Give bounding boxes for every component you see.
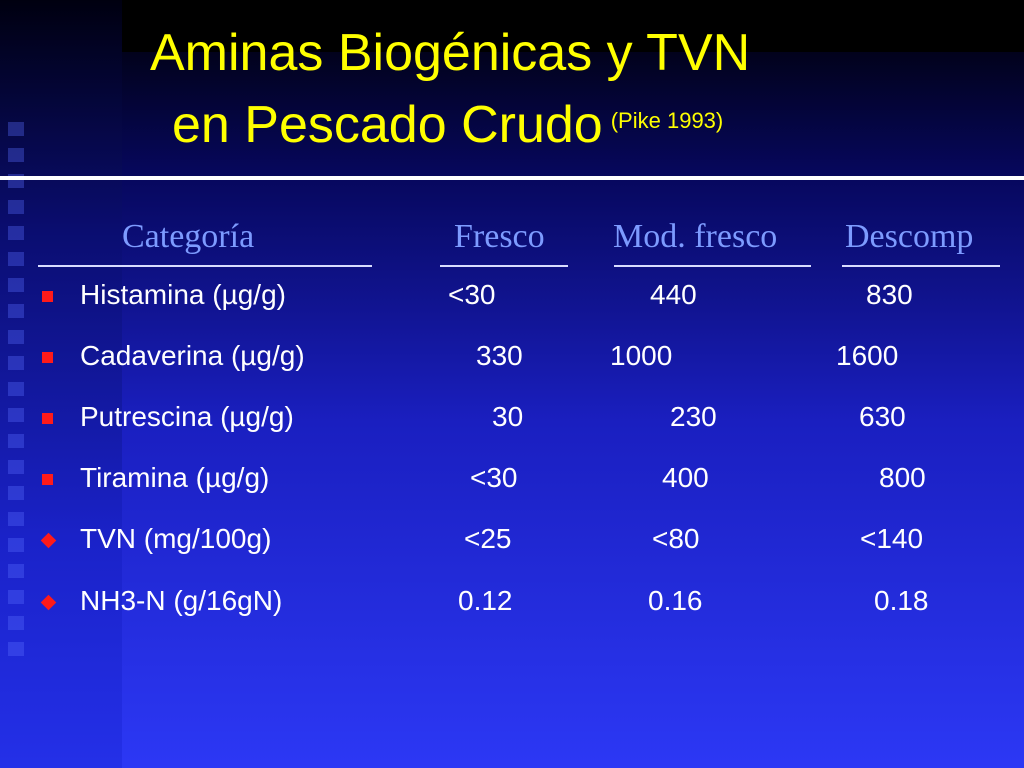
value-fresh: 30 <box>492 401 524 432</box>
square-bullet-icon <box>42 474 53 485</box>
header-decomposed: Descomp <box>845 218 974 255</box>
value-moderately-fresh: 1000 <box>610 340 673 371</box>
value-fresh: <30 <box>470 462 518 493</box>
row-label: Cadaverina (µg/g) <box>80 340 305 371</box>
diamond-bullet-icon <box>40 532 57 549</box>
decor-square <box>8 252 24 266</box>
decor-square <box>8 512 24 526</box>
decor-square <box>8 200 24 214</box>
value-decomposed: <140 <box>860 523 924 554</box>
value-fresh: 0.12 <box>458 585 513 616</box>
value-moderately-fresh: 440 <box>650 279 697 310</box>
decor-square <box>8 330 24 344</box>
decor-square <box>8 616 24 630</box>
title-line-2-text: en Pescado Crudo <box>172 96 603 154</box>
table-row: NH3-N (g/16gN) 0.12 0.16 0.18 <box>0 585 1024 625</box>
decor-square <box>8 486 24 500</box>
table-row: Cadaverina (µg/g) 330 1000 1600 <box>0 340 1024 380</box>
table-row: Histamina (µg/g) <30 440 830 <box>0 279 1024 319</box>
value-moderately-fresh: 230 <box>670 401 717 432</box>
title-line-1: Aminas Biogénicas y TVN <box>150 24 751 82</box>
square-bullet-icon <box>42 291 53 302</box>
row-label: Histamina (µg/g) <box>80 279 286 310</box>
header-underline-moderately-fresh <box>614 265 811 267</box>
decor-square <box>8 226 24 240</box>
value-fresh: 330 <box>476 340 523 371</box>
decor-square <box>8 382 24 396</box>
square-bullet-icon <box>42 413 53 424</box>
header-underline-decomposed <box>842 265 1000 267</box>
value-fresh: <25 <box>464 523 512 554</box>
decor-square <box>8 356 24 370</box>
value-moderately-fresh: 0.16 <box>648 585 703 616</box>
decor-square <box>8 278 24 292</box>
decor-square <box>8 122 24 136</box>
decor-square <box>8 590 24 604</box>
decor-square <box>8 408 24 422</box>
row-label: Putrescina (µg/g) <box>80 401 294 432</box>
row-label: Tiramina (µg/g) <box>80 462 270 493</box>
value-moderately-fresh: <80 <box>652 523 700 554</box>
title-line-2: en Pescado Crudo (Pike 1993) <box>172 88 723 158</box>
value-decomposed: 0.18 <box>874 585 929 616</box>
header-fresh: Fresco <box>454 218 545 255</box>
decor-square <box>8 304 24 318</box>
table-row: TVN (mg/100g) <25 <80 <140 <box>0 523 1024 563</box>
value-decomposed: 830 <box>866 279 913 310</box>
square-bullet-icon <box>42 352 53 363</box>
left-decorative-band <box>0 0 122 768</box>
title-divider <box>0 176 1024 180</box>
top-dark-band <box>122 0 1024 52</box>
decor-square <box>8 460 24 474</box>
table-row: Tiramina (µg/g) <30 400 800 <box>0 462 1024 502</box>
value-decomposed: 630 <box>859 401 906 432</box>
decor-square <box>8 538 24 552</box>
value-fresh: <30 <box>448 279 496 310</box>
title-citation: (Pike 1993) <box>610 108 724 133</box>
header-category: Categoría <box>122 218 255 255</box>
value-decomposed: 1600 <box>836 340 899 371</box>
header-moderately-fresh: Mod. fresco <box>613 218 778 255</box>
row-label: TVN (mg/100g) <box>80 523 272 554</box>
row-label: NH3-N (g/16gN) <box>80 585 283 616</box>
header-underline-fresh <box>440 265 568 267</box>
decor-square <box>8 434 24 448</box>
decor-square <box>8 642 24 656</box>
value-moderately-fresh: 400 <box>662 462 709 493</box>
diamond-bullet-icon <box>40 594 57 611</box>
value-decomposed: 800 <box>879 462 926 493</box>
decor-square <box>8 564 24 578</box>
table-row: Putrescina (µg/g) 30 230 630 <box>0 401 1024 441</box>
header-underline-category <box>38 265 372 267</box>
decor-square <box>8 148 24 162</box>
